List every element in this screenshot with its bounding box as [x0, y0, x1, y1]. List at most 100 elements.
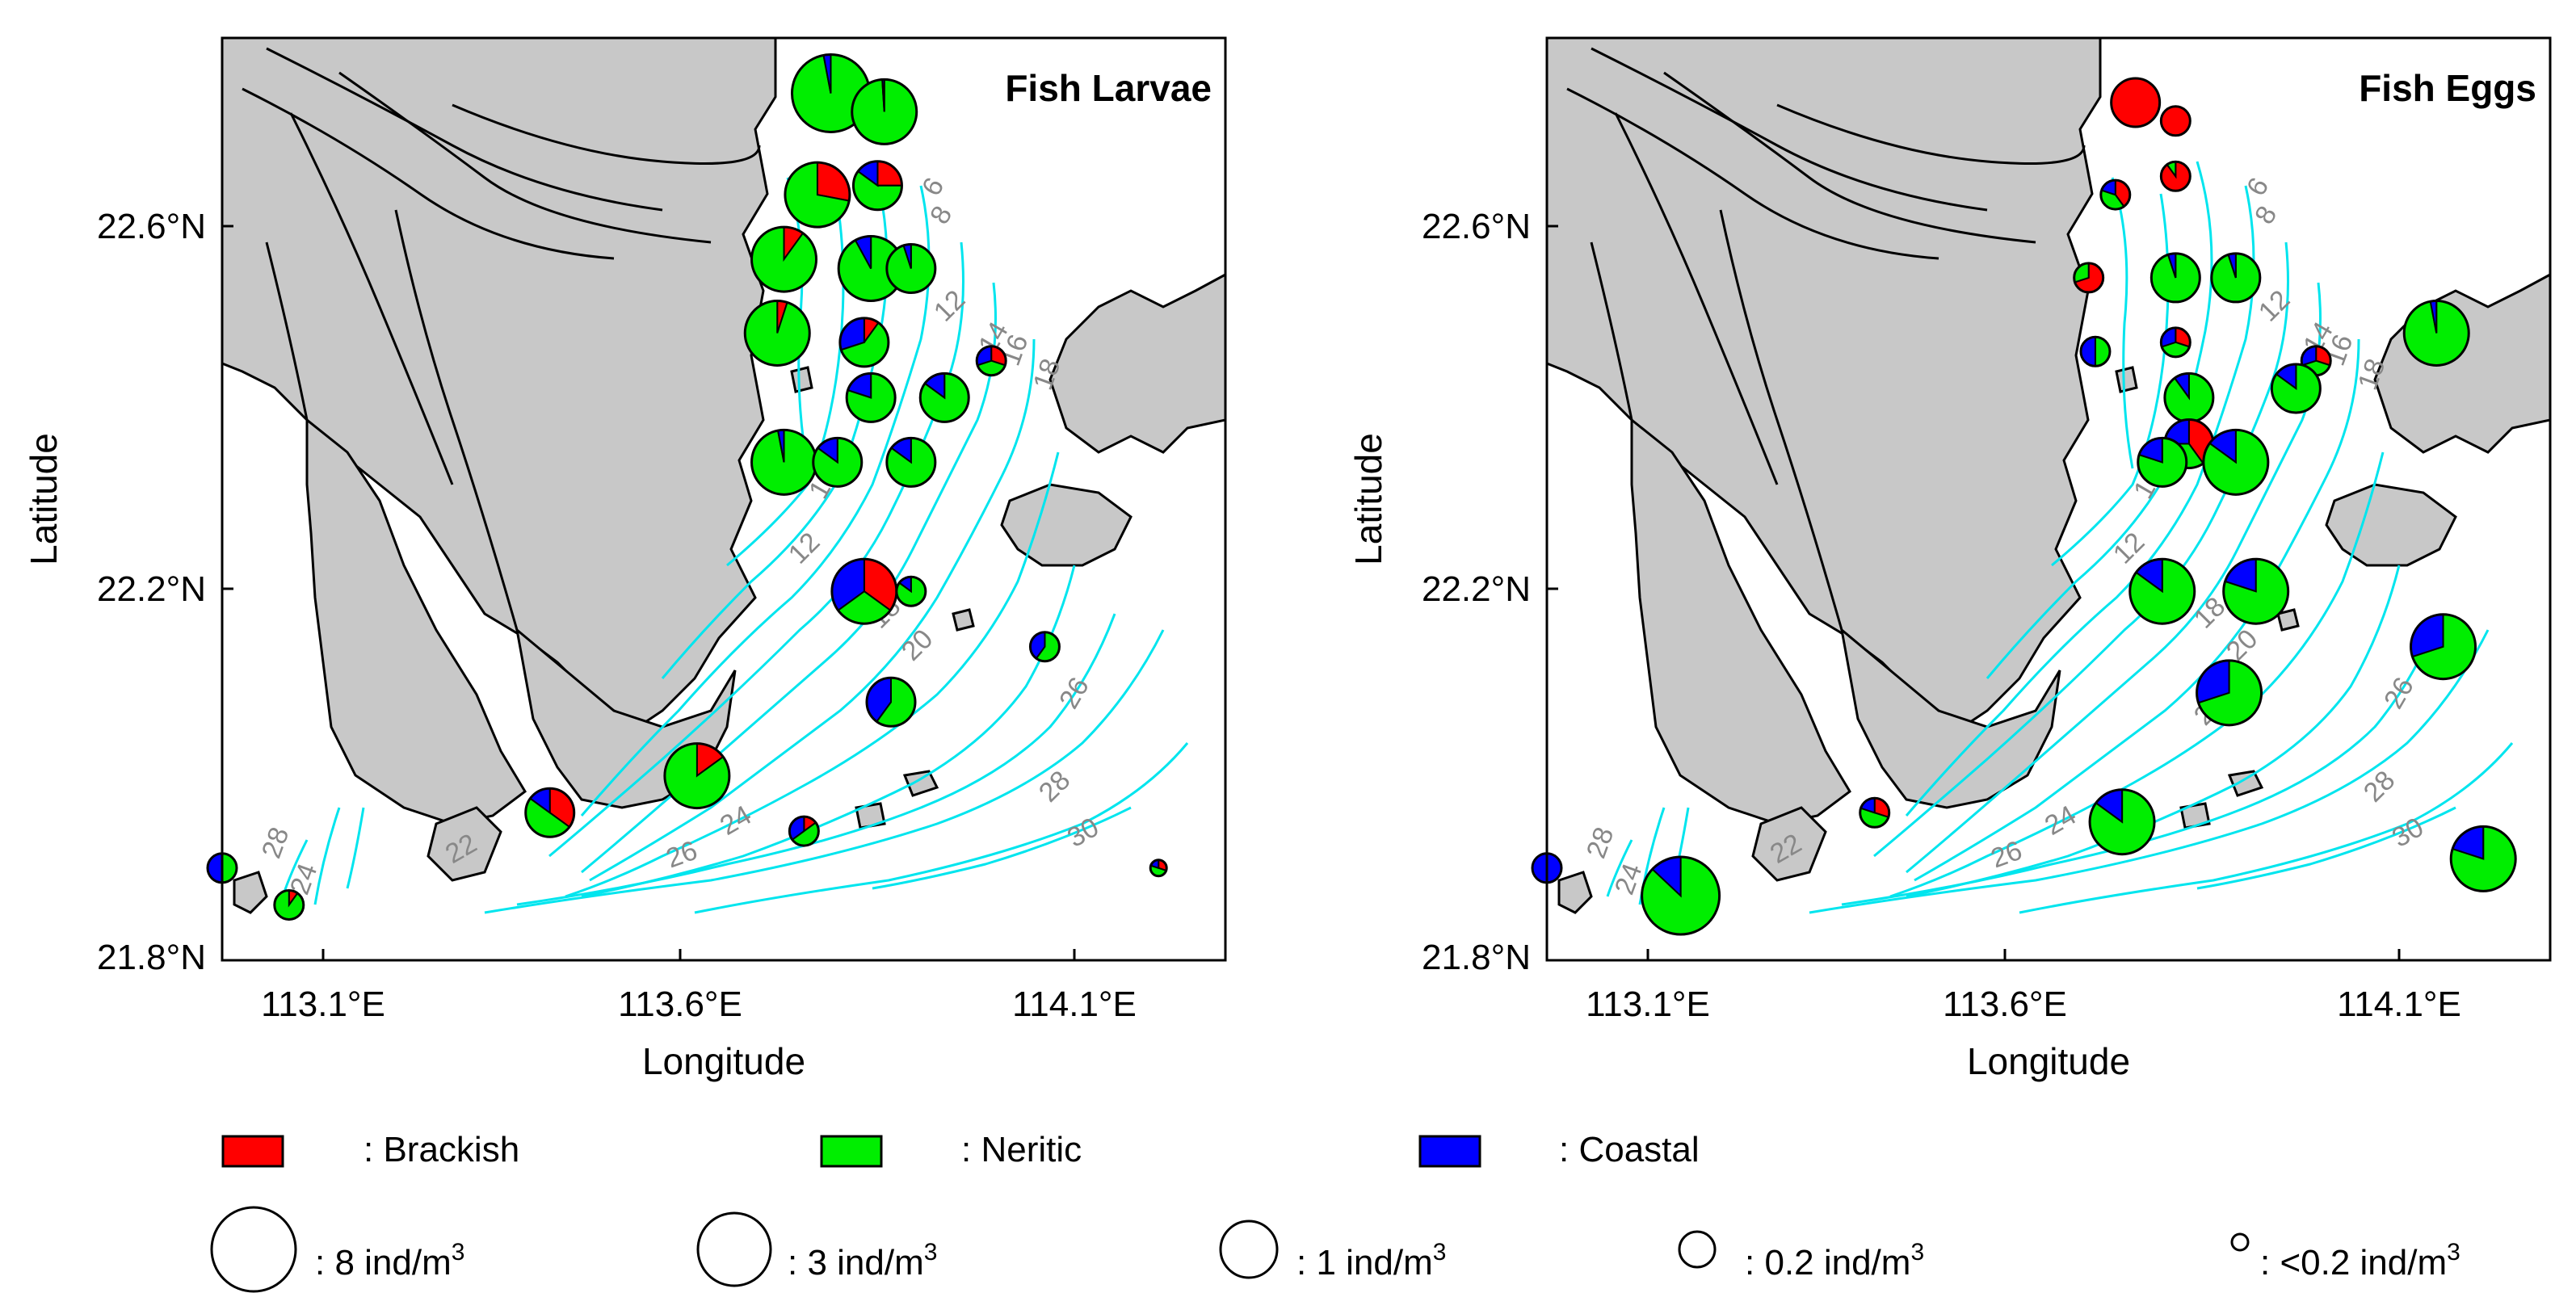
land-layer: [222, 38, 1225, 914]
y-tick-label: 22.2°N: [1422, 569, 1531, 609]
legend-size-label: : 8 ind/m3: [315, 1239, 464, 1283]
map-frame: [221, 36, 1227, 962]
pie-outline: [524, 787, 576, 838]
pie-outline: [2270, 363, 2322, 414]
x-tick-label: 113.6°E: [618, 984, 742, 1024]
panel-title: Fish Eggs: [2359, 67, 2536, 109]
x-ticks: [1646, 949, 2401, 960]
pie-outline: [885, 243, 937, 294]
x-axis-label: Longitude: [1967, 1040, 2130, 1082]
pie-outline: [1149, 859, 1168, 878]
depth-contours: [281, 161, 1189, 914]
land-layer: [1547, 38, 2550, 914]
island-lantau: [2325, 483, 2457, 567]
river-channels: [1566, 47, 2086, 631]
station-pie: [750, 225, 818, 293]
island-south: [427, 806, 502, 882]
pie-outline: [788, 815, 820, 847]
pie-outline: [2079, 335, 2112, 367]
pie-slice-coastal: [207, 852, 223, 884]
land-mass-east: [1048, 273, 1225, 454]
pie-outline: [1859, 796, 1891, 829]
pie-outline: [2449, 825, 2517, 892]
pie-outline: [2088, 788, 2156, 856]
legend-size-0-2: : 0.2 ind/m3: [1678, 1230, 1924, 1283]
station-pie: [524, 787, 576, 838]
pie-outline: [851, 160, 903, 212]
station-pie: [750, 428, 818, 496]
island-south: [1751, 806, 1827, 882]
y-axis-label: Latitude: [1347, 433, 1389, 565]
station-pie: [2137, 436, 2188, 488]
island-small-4: [790, 366, 813, 393]
station-pie: [975, 345, 1007, 377]
pie-outline: [743, 299, 811, 367]
legend-size-circle: [696, 1211, 772, 1287]
legend-size-1: : 1 ind/m3: [1219, 1220, 1446, 1283]
station-pie: [845, 372, 897, 423]
pie-outline: [2202, 428, 2270, 496]
station-pie: [2410, 613, 2477, 681]
legend-size-circle: [1219, 1220, 1279, 1279]
x-tick-label: 114.1°E: [2337, 984, 2461, 1024]
island-small-1: [902, 770, 939, 797]
pie-outline: [273, 888, 305, 921]
legend-size-label: : 3 ind/m3: [788, 1239, 937, 1283]
legend-size-circle: [210, 1206, 297, 1293]
station-pie: [885, 436, 937, 488]
station-pie: [1028, 631, 1061, 663]
station-pie: [1149, 859, 1168, 878]
pie-outline: [2149, 252, 2201, 304]
legend-swatch-brackish: [221, 1135, 284, 1168]
pie-layer: [1531, 77, 2517, 936]
legend-size-label: : <0.2 ind/m3: [2260, 1239, 2460, 1283]
station-pie: [2270, 363, 2322, 414]
station-pie: [1641, 855, 1721, 936]
pie-outline: [2159, 160, 2191, 192]
land-mass-peninsula: [1839, 627, 2061, 809]
station-pie: [2128, 557, 2196, 625]
station-pie: [2163, 372, 2215, 423]
station-pie: [2210, 252, 2262, 304]
island-small-2: [855, 802, 886, 829]
pie-outline: [895, 575, 927, 607]
station-pie: [2222, 557, 2290, 625]
y-tick-label: 21.8°N: [1422, 938, 1531, 977]
pie-layer: [206, 53, 1168, 921]
pie-slice-brackish: [2110, 77, 2162, 128]
pie-outline: [2410, 613, 2477, 681]
station-pie: [865, 676, 917, 728]
y-ticks: [1547, 225, 1558, 590]
legend: : Brackish : Neritic : Coastal : 8 ind/m…: [210, 1130, 2460, 1293]
legend-category-neritic: : Neritic: [820, 1130, 1082, 1169]
y-ticks: [222, 225, 233, 590]
station-pie: [1859, 796, 1891, 829]
station-pie: [2079, 335, 2112, 367]
pie-outline: [2210, 252, 2262, 304]
station-pie: [2099, 178, 2132, 211]
y-tick-label: 22.2°N: [97, 569, 206, 609]
station-pie: [2159, 160, 2191, 192]
pie-outline: [2137, 436, 2188, 488]
legend-size-8: : 8 ind/m3: [210, 1206, 464, 1293]
island-small-4: [2115, 366, 2138, 393]
station-pie: [784, 161, 851, 229]
station-pie: [812, 436, 864, 488]
legend-swatch-coastal: [1418, 1135, 1481, 1168]
station-pie: [918, 372, 970, 423]
x-tick-label: 114.1°E: [1012, 984, 1137, 1024]
x-ticks: [321, 949, 1076, 960]
x-tick-label: 113.1°E: [1586, 984, 1710, 1024]
x-tick-label: 113.1°E: [261, 984, 385, 1024]
pie-outline: [975, 345, 1007, 377]
island-small-3: [2276, 608, 2300, 632]
station-pie: [2449, 825, 2517, 892]
legend-label-brackish: : Brackish: [363, 1130, 519, 1169]
station-pie: [838, 317, 890, 368]
station-pie: [2300, 345, 2332, 377]
island-small-2: [2179, 802, 2211, 829]
pie-outline: [750, 225, 818, 293]
station-pie: [2202, 428, 2270, 496]
pie-outline: [2196, 659, 2263, 727]
